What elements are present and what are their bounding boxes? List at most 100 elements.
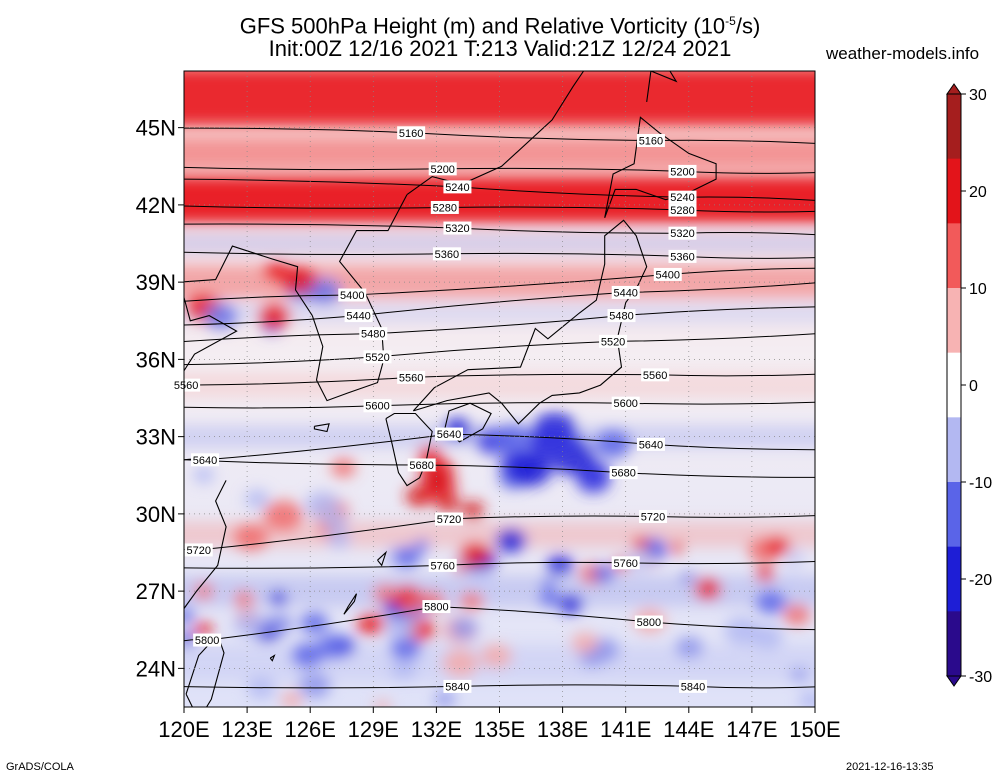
contour-label: 5560 — [643, 370, 667, 382]
contour-label-bg — [435, 512, 464, 526]
footer-software: GrADS/COLA — [6, 761, 74, 773]
contour-line-5760 — [184, 560, 815, 569]
colorbar-swatch — [947, 611, 961, 677]
contour-label-bg — [679, 679, 708, 693]
contour-label: 5760 — [430, 560, 454, 572]
contour-label: 5320 — [670, 228, 694, 240]
colorbar-max-arrow — [946, 83, 962, 95]
contour-label-bg — [435, 427, 464, 441]
contour-label: 5560 — [399, 372, 423, 384]
contour-label: 5160 — [639, 136, 663, 148]
contour-label-bg — [397, 126, 426, 140]
lat-tick-label: 42N — [136, 193, 176, 218]
footer-timestamp: 2021-12-16-13:35 — [846, 761, 934, 773]
map-axes: 45N 42N 39N 36N 33N 30N 27N 24N 120E 123E 126E 129E… — [136, 116, 841, 742]
contour-label-bg — [397, 370, 426, 384]
contour-label-bg — [363, 350, 392, 364]
contour-label: 5440 — [346, 311, 370, 323]
coastline — [185, 633, 225, 707]
contour-label-bg — [428, 162, 457, 176]
contour-label-bg — [172, 378, 201, 392]
contour-label-bg — [184, 543, 213, 557]
colorbar-swatch — [947, 482, 961, 548]
contour-label: 5280 — [433, 202, 457, 214]
colorbar-label: 0 — [969, 378, 978, 395]
coastline — [444, 402, 492, 443]
contour-label-bg — [634, 615, 663, 629]
contour-label: 5840 — [681, 681, 705, 693]
coastline — [646, 71, 678, 102]
contour-label-bg — [443, 221, 472, 235]
contour-label: 5600 — [365, 401, 389, 413]
coastline — [604, 116, 717, 218]
coastline — [184, 480, 227, 610]
contour-label: 5560 — [174, 380, 198, 392]
colorbar-label: 10 — [969, 281, 987, 298]
lon-tick-label: 147E — [726, 717, 777, 742]
contour-label-bg — [607, 309, 636, 323]
contour-line-5680 — [184, 459, 815, 478]
colorbar-swatch — [947, 546, 961, 612]
contour-label: 5280 — [670, 205, 694, 217]
colorbar-min-arrow — [946, 675, 962, 687]
contour-label: 5200 — [430, 164, 454, 176]
contour-label: 5520 — [365, 352, 389, 364]
contour-line-5840 — [184, 684, 815, 689]
contour-line-5160 — [184, 127, 815, 144]
colorbar-label: 30 — [969, 87, 987, 104]
colorbar-swatch — [947, 223, 961, 289]
contour-label-bg — [599, 334, 628, 348]
title-text: GFS 500hPa Height (m) and Relative Vorti… — [239, 13, 726, 39]
contour-label: 5200 — [670, 166, 694, 178]
colorbar-label: -10 — [969, 475, 992, 492]
contour-label: 5720 — [186, 545, 210, 557]
contour-label-bg — [430, 200, 459, 214]
contour-label-bg — [611, 285, 640, 299]
colorbar-label: -30 — [969, 669, 992, 686]
contour-label-bg — [193, 633, 222, 647]
contour-line-5520 — [184, 333, 815, 366]
contour-line-5240 — [184, 178, 815, 201]
contour-label-bg — [668, 226, 697, 240]
contour-label: 5400 — [340, 290, 364, 302]
contour-label-bg — [428, 558, 457, 572]
lon-tick-label: 120E — [158, 717, 209, 742]
contour-label-bg — [668, 190, 697, 204]
contour-label: 5160 — [399, 128, 423, 140]
contour-label: 5800 — [637, 617, 661, 629]
contour-label-bg — [639, 509, 668, 523]
contour-label: 5600 — [613, 398, 637, 410]
lat-tick-label: 30N — [136, 502, 176, 527]
contour-label-bg — [611, 556, 640, 570]
contour-line-5200 — [184, 166, 815, 174]
contour-label: 5480 — [609, 311, 633, 323]
chart-title-line1: GFS 500hPa Height (m) and Relative Vorti… — [180, 8, 820, 39]
lon-tick-label: 126E — [285, 717, 336, 742]
site-watermark: weather-models.info — [826, 44, 980, 63]
contour-label: 5720 — [437, 514, 461, 526]
contour-label: 5360 — [435, 249, 459, 261]
contour-label-bg — [636, 437, 665, 451]
contour-label-bg — [338, 288, 367, 302]
contour-label: 5640 — [437, 429, 461, 441]
coastline — [184, 245, 313, 372]
lat-tick-label: 39N — [136, 270, 176, 295]
lon-tick-label: 144E — [663, 717, 714, 742]
contour-label-bg — [653, 267, 682, 281]
contour-label: 5240 — [445, 182, 469, 194]
contour-label-bg — [668, 203, 697, 217]
contour-label: 5680 — [611, 468, 635, 480]
lon-tick-label: 129E — [348, 717, 399, 742]
lon-tick-label: 150E — [789, 717, 840, 742]
lat-tick-label: 45N — [136, 116, 176, 141]
contour-label: 5640 — [639, 439, 663, 451]
coastline — [377, 550, 388, 567]
contour-label: 5840 — [445, 681, 469, 693]
contour-label-bg — [359, 327, 388, 341]
contour-label: 5360 — [670, 251, 694, 263]
colorbar-swatch — [947, 417, 961, 483]
contour-label-bg — [443, 180, 472, 194]
contour-line-5440 — [184, 282, 815, 326]
colorbar-swatch — [947, 352, 961, 418]
